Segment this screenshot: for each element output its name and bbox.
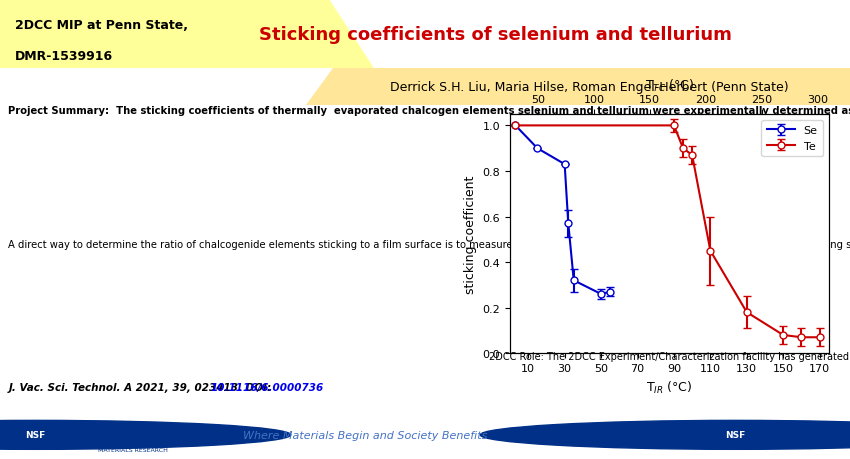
X-axis label: T$_{TC}$ (°C): T$_{TC}$ (°C): [645, 78, 694, 94]
Text: 2DCC Role: The 2DCC Experiment/Characterization facility has generated a data se: 2DCC Role: The 2DCC Experiment/Character…: [489, 351, 850, 361]
X-axis label: T$_{IR}$ (°C): T$_{IR}$ (°C): [646, 379, 693, 395]
Legend: Se, Te: Se, Te: [762, 120, 823, 157]
Text: DMR: DMR: [98, 420, 137, 435]
Text: DIVISION OF
MATERIALS RESEARCH: DIVISION OF MATERIALS RESEARCH: [98, 442, 167, 452]
Text: J. Vac. Sci. Technol. A 2021, 39, 023413. DOI:: J. Vac. Sci. Technol. A 2021, 39, 023413…: [8, 382, 272, 392]
Text: NSF: NSF: [26, 431, 46, 439]
Text: A direct way to determine the ratio of chalcogenide elements sticking to a film : A direct way to determine the ratio of c…: [8, 240, 850, 250]
Text: 2DCC-MIP: 2DCC-MIP: [766, 430, 824, 440]
Text: In-House Project - 2021: In-House Project - 2021: [13, 77, 160, 86]
Y-axis label: sticking coefficient: sticking coefficient: [464, 175, 477, 293]
Circle shape: [0, 420, 291, 449]
Text: DMR-1539916: DMR-1539916: [15, 50, 113, 62]
Polygon shape: [0, 0, 374, 69]
Text: Where Materials Begin and Society Benefits: Where Materials Begin and Society Benefi…: [243, 430, 488, 440]
Text: NSF: NSF: [725, 431, 745, 439]
Circle shape: [480, 420, 850, 449]
Polygon shape: [306, 69, 850, 106]
Text: 10.1116/6.0000736: 10.1116/6.0000736: [211, 382, 324, 392]
Text: Project Summary:  The sticking coefficients of thermally  evaporated chalcogen e: Project Summary: The sticking coefficien…: [8, 106, 850, 116]
Text: Derrick S.H. Liu, Maria Hilse, Roman Engel-Herbert (Penn State): Derrick S.H. Liu, Maria Hilse, Roman Eng…: [389, 81, 788, 94]
Text: Sticking coefficients of selenium and tellurium: Sticking coefficients of selenium and te…: [258, 25, 732, 44]
Text: 2DCC MIP at Penn State,: 2DCC MIP at Penn State,: [15, 19, 188, 32]
